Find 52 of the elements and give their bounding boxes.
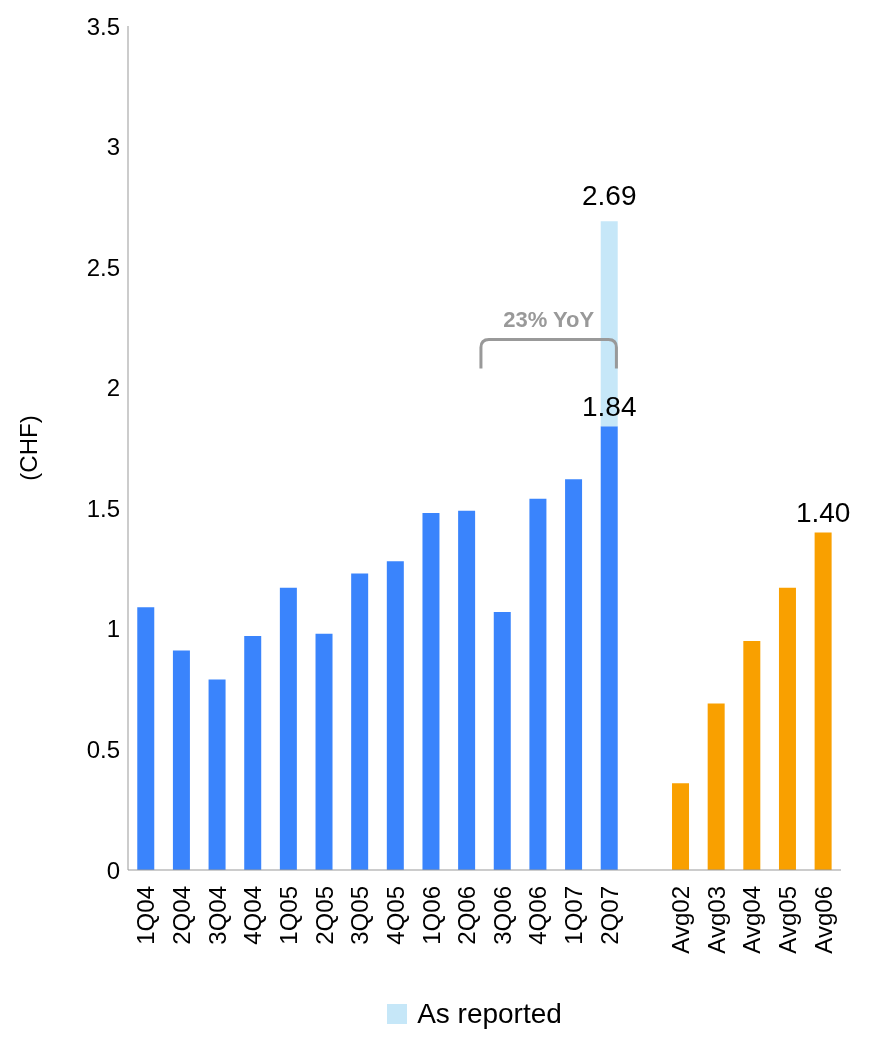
bar xyxy=(315,633,333,870)
x-tick-label: 3Q05 xyxy=(346,886,374,945)
x-tick-label: 1Q05 xyxy=(274,886,302,945)
y-tick-label: 0 xyxy=(106,856,120,884)
bar xyxy=(672,783,690,870)
data-label: 1.40 xyxy=(795,497,851,529)
x-tick-label: 1Q04 xyxy=(132,886,160,945)
y-tick-label: 3.5 xyxy=(86,12,120,40)
total-label: 2.69 xyxy=(582,180,637,212)
bar xyxy=(565,479,583,870)
x-tick-label: 2Q06 xyxy=(453,886,481,945)
bar xyxy=(493,611,511,870)
bar xyxy=(743,640,761,870)
x-tick-label: Avg02 xyxy=(667,886,695,954)
y-tick-label: 2.5 xyxy=(86,253,120,281)
bar xyxy=(386,561,404,870)
bar xyxy=(172,650,190,870)
x-tick-label: 2Q04 xyxy=(167,886,195,945)
x-tick-label: 4Q06 xyxy=(524,886,552,945)
x-tick-label: 3Q06 xyxy=(488,886,516,945)
bar xyxy=(600,426,618,870)
y-tick-label: 0.5 xyxy=(86,735,120,763)
bar xyxy=(422,513,440,870)
bar xyxy=(529,498,547,870)
x-tick-label: Avg05 xyxy=(774,886,802,954)
x-tick-label: Avg03 xyxy=(702,886,730,954)
bar xyxy=(137,607,155,870)
y-tick-label: 2 xyxy=(106,374,120,402)
x-tick-label: 1Q06 xyxy=(417,886,445,945)
bar xyxy=(208,679,226,870)
x-tick-label: 4Q05 xyxy=(381,886,409,945)
bar xyxy=(351,573,369,870)
y-tick-label: 1 xyxy=(106,615,120,643)
y-tick-label: 1.5 xyxy=(86,494,120,522)
x-tick-label: 3Q04 xyxy=(203,886,231,945)
y-axis-title: (CHF) xyxy=(14,415,42,481)
y-tick-label: 3 xyxy=(106,133,120,161)
x-tick-label: 1Q07 xyxy=(560,886,588,945)
x-tick-label: 2Q07 xyxy=(595,886,623,945)
bar xyxy=(778,587,796,870)
legend-label: As reported xyxy=(417,998,562,1030)
x-tick-label: Avg04 xyxy=(738,886,766,954)
bar xyxy=(458,510,476,870)
x-tick-label: Avg06 xyxy=(809,886,837,954)
annotation: 23% YoY xyxy=(503,307,595,333)
data-label: 1.84 xyxy=(582,391,637,423)
x-tick-label: 2Q05 xyxy=(310,886,338,945)
bar xyxy=(707,703,725,870)
bar xyxy=(279,587,297,870)
bar xyxy=(244,636,262,870)
x-tick-label: 4Q04 xyxy=(239,886,267,945)
bar xyxy=(814,532,832,870)
